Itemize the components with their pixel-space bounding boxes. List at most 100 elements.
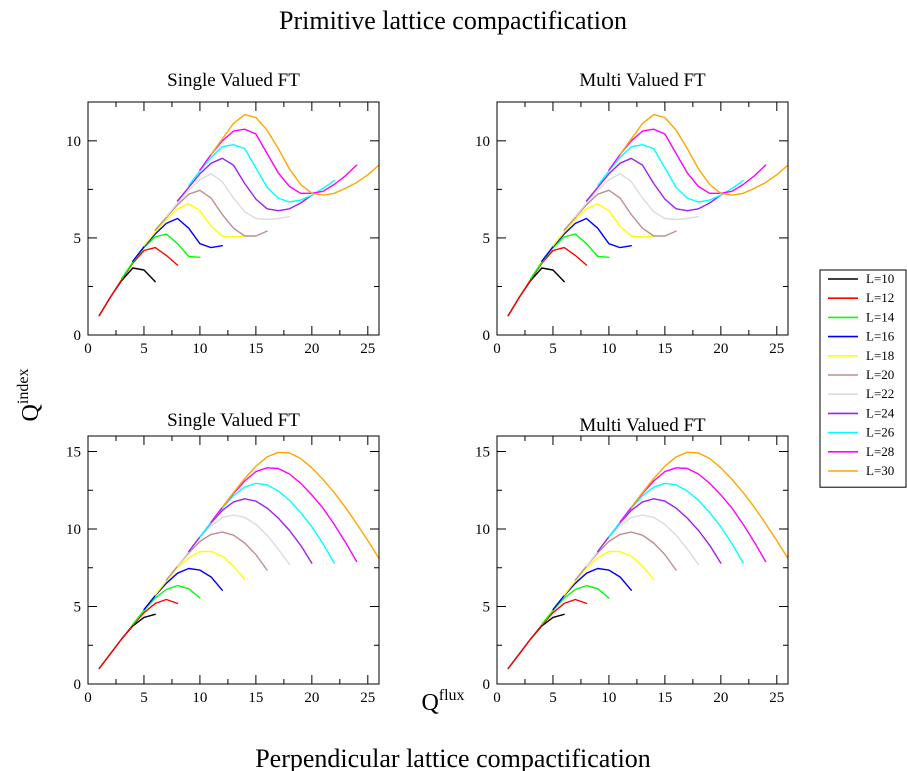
x-tick-label: 20 [713,690,728,706]
series-line-l-22 [574,173,700,221]
panel-title: Single Valued FT [167,70,300,91]
x-tick-label: 20 [304,341,319,357]
y-tick-label: 5 [74,600,82,616]
x-tick-label: 20 [304,690,319,706]
x-axis-label: Qflux [421,687,464,716]
legend: L=10 L=12 L=14 L=16 L=18 L=20 L=22 L=24 L=26 L=28… [819,269,907,488]
plot-frame [496,101,789,336]
series-group [507,451,788,670]
y-tick-label: 0 [483,677,491,693]
y-tick-label: 15 [475,445,490,461]
series-group [98,113,379,317]
legend-label: L=28 [866,444,894,459]
x-tick-label: 15 [657,690,672,706]
x-tick-label: 10 [601,690,616,706]
y-tick-label: 10 [66,134,81,150]
panel-title: Multi Valued FT [579,70,706,91]
legend-label: L=24 [866,405,895,420]
y-tick-label: 0 [74,328,82,344]
series-line-l-20 [563,189,677,237]
series-line-l-20 [574,531,677,581]
legend-label: L=12 [866,290,894,305]
series-line-l-10 [507,613,565,670]
y-tick-label: 5 [74,231,82,247]
y-tick-label: 10 [66,522,81,538]
series-line-l-18 [143,203,246,247]
legend-label: L=22 [866,386,894,401]
y-tick-label: 10 [475,134,490,150]
y-tick-label: 5 [483,600,491,616]
chart-panel: Multi Valued FT 0 5 10 15 20 25 0 5 10 15 [475,415,789,706]
series-line-l-14 [120,233,201,280]
x-tick-label: 0 [493,341,501,357]
series-line-l-12 [98,598,179,670]
panel-title: Single Valued FT [167,410,300,431]
legend-label: L=30 [866,463,894,478]
plot-frame [496,435,789,685]
y-tick-label: 15 [66,445,81,461]
chart-panel: Multi Valued FT 0 5 10 15 20 25 0 5 10 [475,70,789,357]
series-line-l-28 [199,128,358,195]
y-tick-label: 10 [475,522,490,538]
chart-panel: Single Valued FT 0 5 10 15 20 25 0 5 10 15 [66,410,380,706]
chart-panel: Single Valued FT 0 5 10 15 20 25 0 5 10 [66,70,380,357]
x-tick-label: 10 [601,341,616,357]
x-tick-label: 5 [549,690,557,706]
series-group [98,451,379,670]
x-tick-label: 25 [769,690,784,706]
y-tick-label: 5 [483,231,491,247]
plot-frame [87,435,380,685]
legend-label: L=14 [866,309,895,324]
x-tick-label: 15 [248,341,263,357]
series-line-l-12 [507,598,588,670]
x-tick-label: 15 [248,690,263,706]
x-tick-label: 5 [140,690,148,706]
series-line-l-14 [529,233,610,280]
series-line-l-22 [585,514,700,567]
series-line-l-20 [165,531,268,581]
series-line-l-16 [541,217,632,262]
x-tick-label: 5 [549,341,557,357]
series-line-l-16 [132,217,224,262]
series-line-l-20 [154,189,268,237]
legend-label: L=16 [866,329,895,344]
y-tick-label: 0 [483,328,491,344]
series-line-l-26 [597,143,744,203]
x-tick-label: 15 [657,341,672,357]
series-group [507,113,788,317]
series-line-l-12 [98,246,179,317]
panel-title: Multi Valued FT [579,415,706,436]
x-tick-label: 25 [360,690,375,706]
series-line-l-26 [608,482,744,564]
y-axis-label-main: Q [18,404,44,421]
x-axis-label-main: Q [421,690,438,716]
series-line-l-26 [187,143,335,203]
series-line-l-14 [541,584,610,625]
x-tick-label: 5 [140,341,148,357]
x-tick-label: 10 [192,690,207,706]
plot-frame [87,101,380,336]
series-line-l-24 [585,157,722,212]
series-line-l-14 [132,584,201,625]
legend-label: L=26 [866,425,895,440]
series-line-l-12 [507,246,588,317]
series-line-l-30 [221,451,379,560]
x-axis-label-superscript: flux [439,687,465,704]
x-tick-label: 20 [713,341,728,357]
top-figure-title: Primitive lattice compactification [279,6,627,35]
legend-label: L=18 [866,348,894,363]
x-tick-label: 0 [493,690,501,706]
series-line-l-10 [507,267,565,317]
x-tick-label: 0 [84,690,92,706]
y-axis-label: Qindex [15,369,44,422]
series-line-l-30 [630,451,788,560]
y-axis-label-superscript: index [15,369,32,405]
bottom-figure-title: Perpendicular lattice compactification [255,744,651,771]
series-line-l-30 [210,113,379,196]
series-line-l-22 [165,173,291,221]
series-line-l-10 [98,267,156,317]
series-line-l-30 [619,113,788,196]
x-tick-label: 0 [84,341,92,357]
